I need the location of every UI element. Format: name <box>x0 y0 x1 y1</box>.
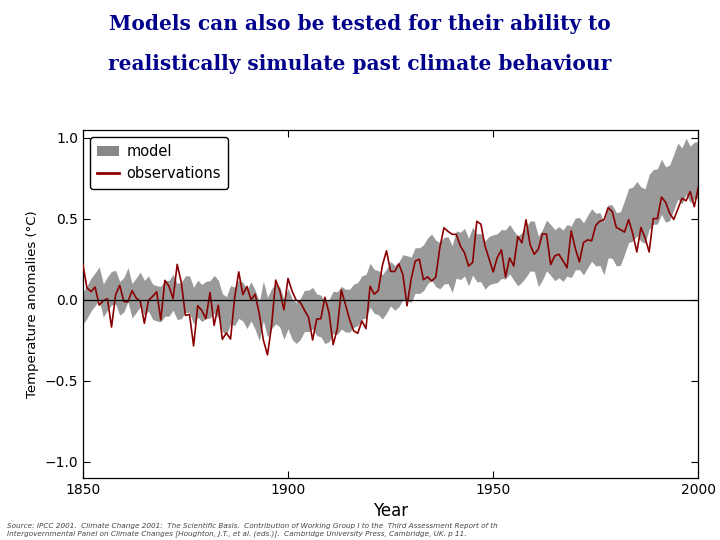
Text: Models can also be tested for their ability to: Models can also be tested for their abil… <box>109 14 611 33</box>
Legend: model, observations: model, observations <box>90 137 228 189</box>
Text: realistically simulate past climate behaviour: realistically simulate past climate beha… <box>109 54 611 74</box>
Y-axis label: Temperature anomalies (°C): Temperature anomalies (°C) <box>26 210 39 397</box>
Text: Source: IPCC 2001.  Climate Change 2001:  The Scientific Basis.  Contribution of: Source: IPCC 2001. Climate Change 2001: … <box>7 523 498 537</box>
X-axis label: Year: Year <box>373 502 408 521</box>
